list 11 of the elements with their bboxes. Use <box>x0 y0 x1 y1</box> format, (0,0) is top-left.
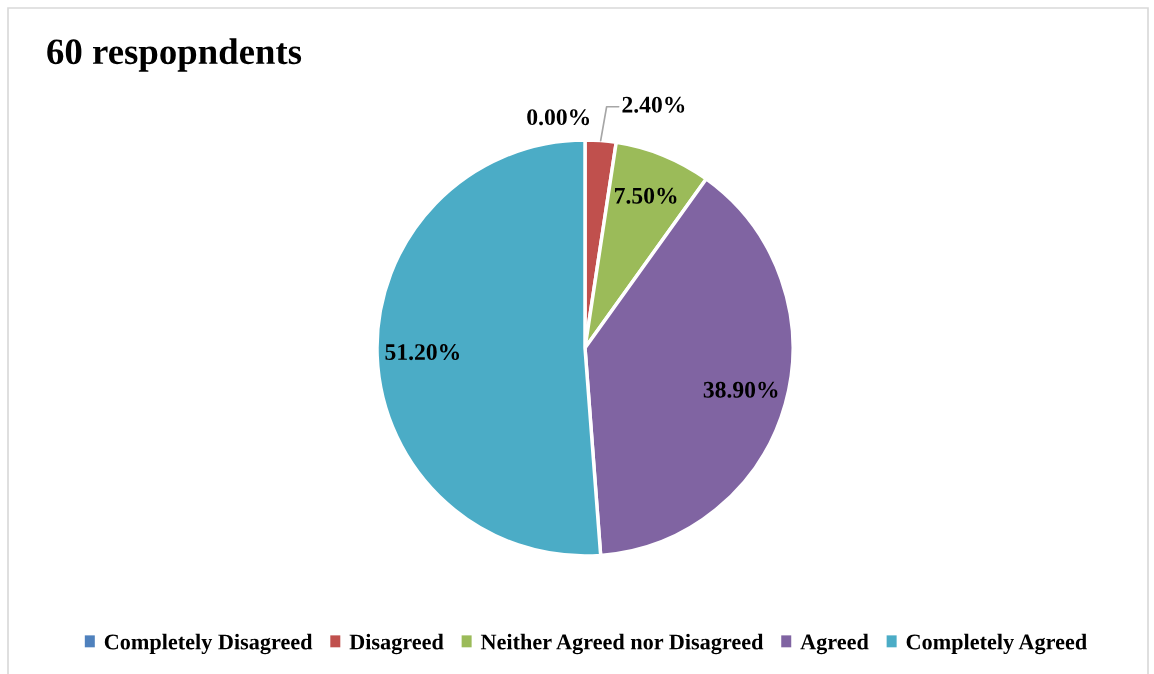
chart-title: 60 respopndents <box>47 38 302 72</box>
data-label: 51.20% <box>385 344 460 361</box>
legend-label: Completely Disagreed <box>104 633 313 655</box>
text: 0.00% <box>527 109 590 126</box>
legend-label: Disagreed <box>349 633 444 655</box>
legend-label: Agreed <box>800 633 869 655</box>
legend-label: Neither Agreed nor Disagreed <box>480 633 764 655</box>
data-label: 2.40% <box>622 96 685 113</box>
data-label: 7.50% <box>615 187 677 204</box>
legend-label: Completely Agreed <box>906 633 1087 655</box>
data-label: 38.90% <box>703 381 778 398</box>
